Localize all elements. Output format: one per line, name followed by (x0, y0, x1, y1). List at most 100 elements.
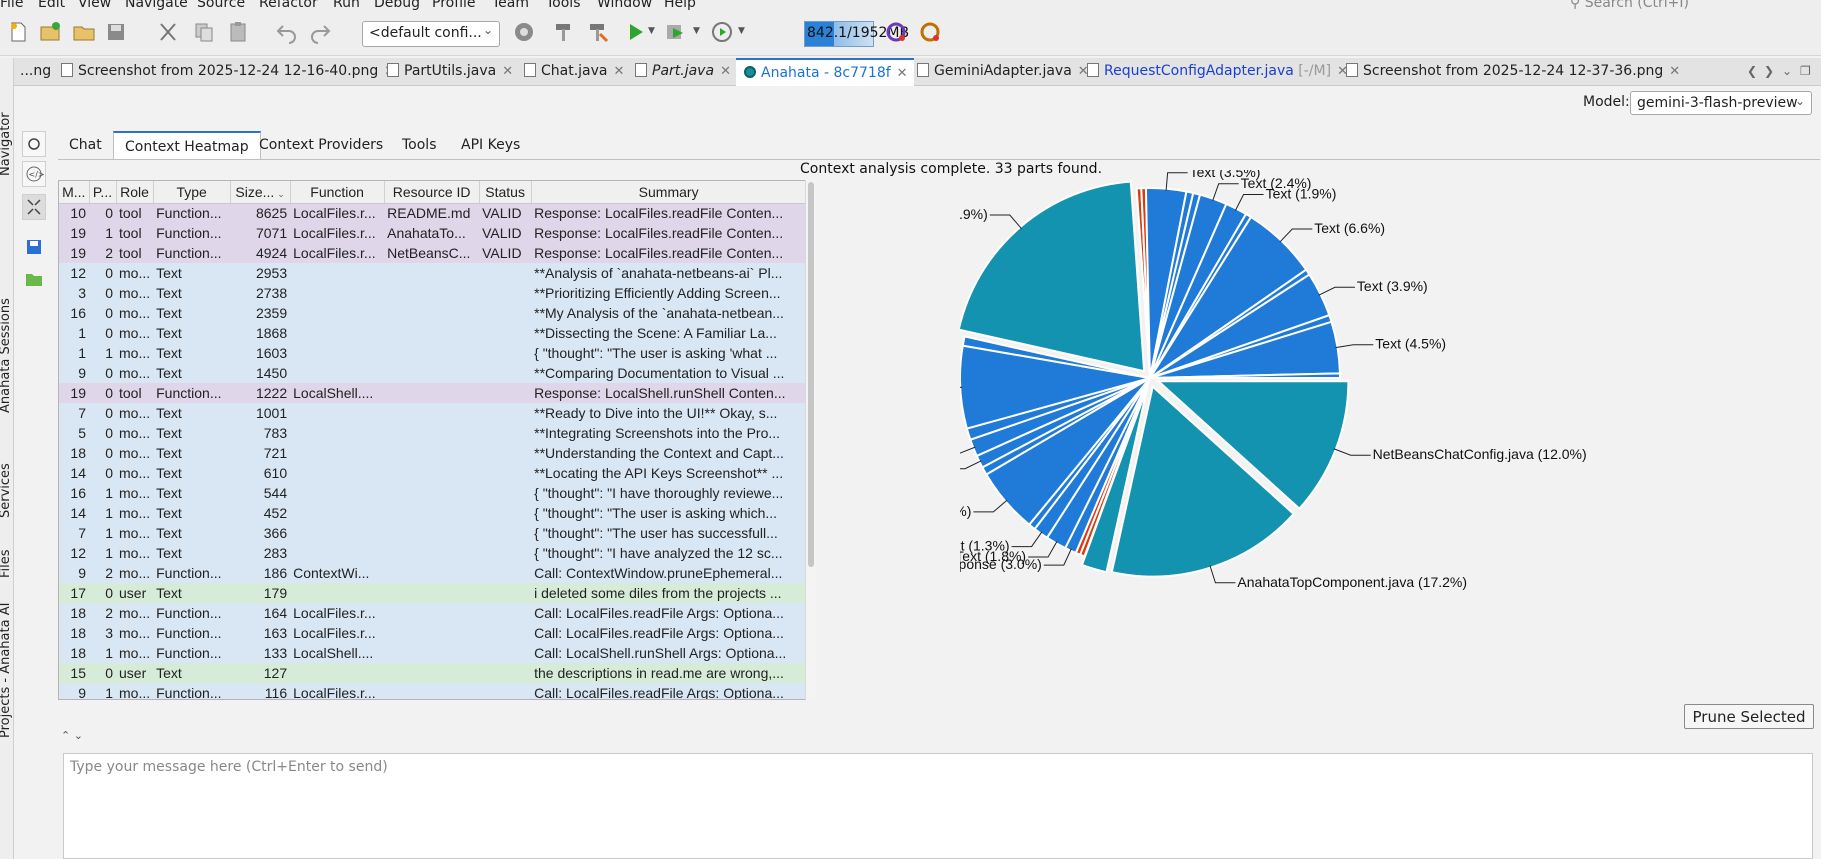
editor-tab[interactable]: Screenshot from 2025-12-24 12-37-36.png ✕ (1346, 58, 1680, 86)
tab-list-dropdown-icon[interactable]: ⌄ (1782, 64, 1793, 78)
tab-context-providers[interactable]: Context Providers (259, 137, 384, 153)
menu-file[interactable]: File (0, 0, 24, 10)
table-row[interactable]: 18 2 mo... Function... 164 LocalFiles.r... Cal… (59, 603, 807, 623)
paste-icon[interactable] (226, 20, 250, 44)
collapse-expand-control[interactable]: ⌃ ⌄ (61, 729, 83, 742)
memory-indicator[interactable]: 842.1/1952MB (804, 21, 909, 47)
config-globe-icon[interactable] (512, 20, 536, 44)
new-file-icon[interactable] (6, 20, 30, 44)
panel-files[interactable]: Files (0, 549, 13, 578)
col-role[interactable]: Role (116, 181, 154, 204)
menu-refactor[interactable]: Refactor (259, 0, 318, 10)
table-row[interactable]: 9 1 mo... Function... 116 LocalFiles.r... Call… (59, 683, 807, 699)
table-row[interactable]: 19 2 tool Function... 4924 LocalFiles.r... Net… (59, 243, 807, 263)
chevron-up-icon[interactable]: ⌃ (61, 729, 71, 742)
table-row[interactable]: 14 0 mo... Text 610 **Locating the API Keys S… (59, 463, 807, 483)
prune-selected-button[interactable]: Prune Selected (1684, 704, 1814, 729)
table-row[interactable]: 12 1 mo... Text 283 { "thought": "I have anal… (59, 543, 807, 563)
context-parts-table[interactable]: M... P... Role Type Size... ⌄ Function Re… (58, 180, 816, 700)
col-size[interactable]: Size... ⌄ (230, 181, 291, 204)
build-hammer-icon[interactable] (552, 20, 576, 44)
table-row[interactable]: 7 1 mo... Text 366 { "thought": "The user has… (59, 523, 807, 543)
chevron-down-icon[interactable]: ⌄ (73, 729, 83, 742)
table-row[interactable]: 18 0 mo... Text 721 **Understanding the Conte… (59, 443, 807, 463)
editor-tab[interactable]: ...ng (20, 58, 51, 86)
menu-edit[interactable]: Edit (38, 0, 66, 10)
search-box[interactable]: ⚲ Search (Ctrl+I) (1570, 0, 1689, 10)
menu-window[interactable]: Window (597, 0, 653, 10)
table-row[interactable]: 1 1 mo... Text 1603{ "thought": "The user is… (59, 343, 807, 363)
panel-projects[interactable]: Projects - Anahata AI (0, 602, 13, 738)
table-row[interactable]: 10 0 tool Function... 8625 LocalFiles.r... REA… (59, 203, 807, 223)
col-type[interactable]: Type (153, 181, 231, 204)
tab-context-heatmap[interactable]: Context Heatmap (113, 131, 261, 160)
close-icon[interactable]: ✕ (720, 64, 731, 79)
editor-tab[interactable]: RequestConfigAdapter.java [-/M] ✕ (1087, 58, 1348, 86)
menu-run[interactable]: Run (333, 0, 360, 10)
close-icon[interactable]: ✕ (613, 64, 625, 79)
table-row[interactable]: 12 0 mo... Text 2953 **Analysis of `anahata-n… (59, 263, 807, 283)
editor-tab[interactable]: GeminiAdapter.java ✕ (917, 58, 1089, 86)
col-summary[interactable]: Summary (531, 181, 807, 204)
close-icon[interactable]: ✕ (1337, 64, 1348, 79)
menu-view[interactable]: View (78, 0, 112, 10)
tab-tools[interactable]: Tools (402, 137, 437, 153)
table-row[interactable]: 19 0 tool Function... 1222 LocalShell.... Resp… (59, 383, 807, 403)
close-icon[interactable]: ✕ (1669, 64, 1681, 79)
table-row[interactable]: 9 2 mo... Function... 186 ContextWi... Call: C… (59, 563, 807, 583)
menu-source[interactable]: Source (197, 0, 246, 10)
editor-tab[interactable]: PartUtils.java ✕ (387, 58, 513, 86)
close-icon[interactable]: ✕ (1077, 64, 1089, 79)
editor-tab[interactable]: Part.java ✕ (635, 58, 731, 86)
col-function[interactable]: Function (290, 181, 385, 204)
table-row[interactable]: 15 0 user Text 127 the descriptions in read.m… (59, 663, 807, 683)
menu-team[interactable]: Team (492, 0, 530, 10)
table-row[interactable]: 16 0 mo... Text 2359 **My Analysis of the `an… (59, 303, 807, 323)
clean-build-icon[interactable] (586, 20, 610, 44)
pie-slice[interactable] (1149, 372, 1342, 379)
table-scrollbar[interactable] (805, 180, 816, 700)
gc-icon[interactable] (884, 20, 908, 44)
scroll-tabs-right-icon[interactable]: ❯ (1764, 64, 1775, 78)
menu-debug[interactable]: Debug (374, 0, 421, 10)
open-project-icon[interactable] (72, 20, 96, 44)
close-icon[interactable]: ✕ (896, 66, 908, 81)
copy-icon[interactable] (192, 20, 216, 44)
table-row[interactable]: 1 0 mo... Text 1868 **Dissecting the Scene: A… (59, 323, 807, 343)
new-project-icon[interactable] (38, 20, 62, 44)
menu-help[interactable]: Help (664, 0, 696, 10)
profile-icon[interactable] (710, 20, 734, 44)
cut-icon[interactable] (156, 20, 180, 44)
menu-navigate[interactable]: Navigate (125, 0, 188, 10)
pie-slice[interactable] (961, 335, 1151, 379)
col-part[interactable]: P... (89, 181, 117, 204)
table-row[interactable]: 3 0 mo... Text 2738 **Prioritizing Efficientl… (59, 283, 807, 303)
pie-slice[interactable] (1080, 386, 1149, 574)
tab-api-keys[interactable]: API Keys (461, 137, 521, 153)
table-row[interactable]: 7 0 mo... Text 1001 **Ready to Dive into the … (59, 403, 807, 423)
compress-button[interactable] (22, 194, 46, 220)
scroll-tabs-left-icon[interactable]: ❮ (1747, 64, 1758, 78)
editor-tab[interactable]: Screenshot from 2025-12-24 12-16-40.png✕ (61, 58, 395, 86)
scrollbar-thumb[interactable] (808, 182, 814, 567)
menu-tools[interactable]: Tools (546, 0, 581, 10)
debug-dropdown-icon[interactable]: ▼ (693, 26, 700, 36)
table-row[interactable]: 18 3 mo... Function... 163 LocalFiles.r... Cal… (59, 623, 807, 643)
save-icon[interactable] (24, 238, 44, 256)
code-toggle-button[interactable]: </> (22, 161, 46, 187)
menu-profile[interactable]: Profile (432, 0, 476, 10)
table-row[interactable]: 9 0 mo... Text 1450 **Comparing Documentation… (59, 363, 807, 383)
col-resource-id[interactable]: Resource ID (384, 181, 480, 204)
maximize-window-icon[interactable]: ❐ (1800, 64, 1811, 78)
col-message[interactable]: M... (59, 181, 90, 204)
config-select[interactable]: <default confi... ⌄ (362, 21, 500, 47)
redo-icon[interactable] (308, 20, 332, 44)
folder-icon[interactable] (24, 270, 44, 288)
message-input[interactable]: Type your message here (Ctrl+Enter to se… (63, 753, 1813, 859)
editor-tab-active[interactable]: Anahata - 8c7718f ✕ (736, 58, 914, 86)
panel-services[interactable]: Services (0, 463, 13, 518)
panel-navigator[interactable]: Navigator (0, 112, 13, 176)
anahata-icon[interactable] (918, 20, 942, 44)
model-select[interactable]: gemini-3-flash-preview ⌄ (1630, 91, 1812, 115)
tab-chat[interactable]: Chat (69, 137, 102, 153)
